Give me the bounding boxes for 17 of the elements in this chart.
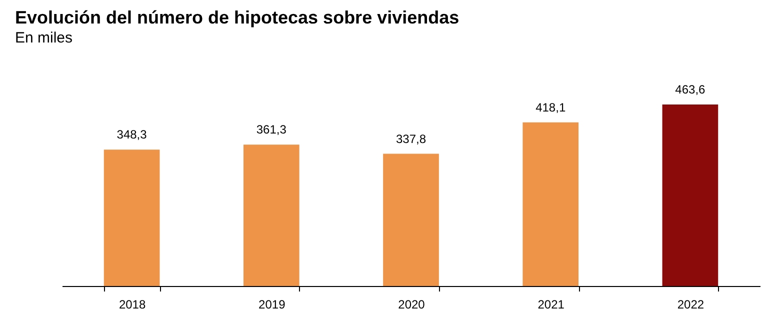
x-tick-label: 2021 bbox=[538, 298, 565, 312]
chart-title: Evolución del número de hipotecas sobre viviendas bbox=[15, 8, 460, 28]
data-label: 463,6 bbox=[675, 82, 706, 97]
data-label: 337,8 bbox=[396, 132, 426, 146]
data-label: 348,3 bbox=[116, 128, 148, 142]
chart-subtitle: En miles bbox=[15, 30, 73, 47]
x-tick-label: 2018 bbox=[118, 298, 146, 312]
bar bbox=[104, 150, 160, 286]
data-label: 361,3 bbox=[256, 122, 287, 137]
x-tick-label: 2020 bbox=[398, 298, 426, 312]
bar bbox=[662, 104, 718, 286]
bar bbox=[522, 122, 579, 286]
data-label: 418,1 bbox=[536, 100, 566, 114]
x-tick-label: 2019 bbox=[258, 298, 286, 312]
x-tick-label: 2022 bbox=[677, 298, 704, 312]
bar bbox=[243, 144, 300, 286]
bar bbox=[383, 154, 439, 286]
